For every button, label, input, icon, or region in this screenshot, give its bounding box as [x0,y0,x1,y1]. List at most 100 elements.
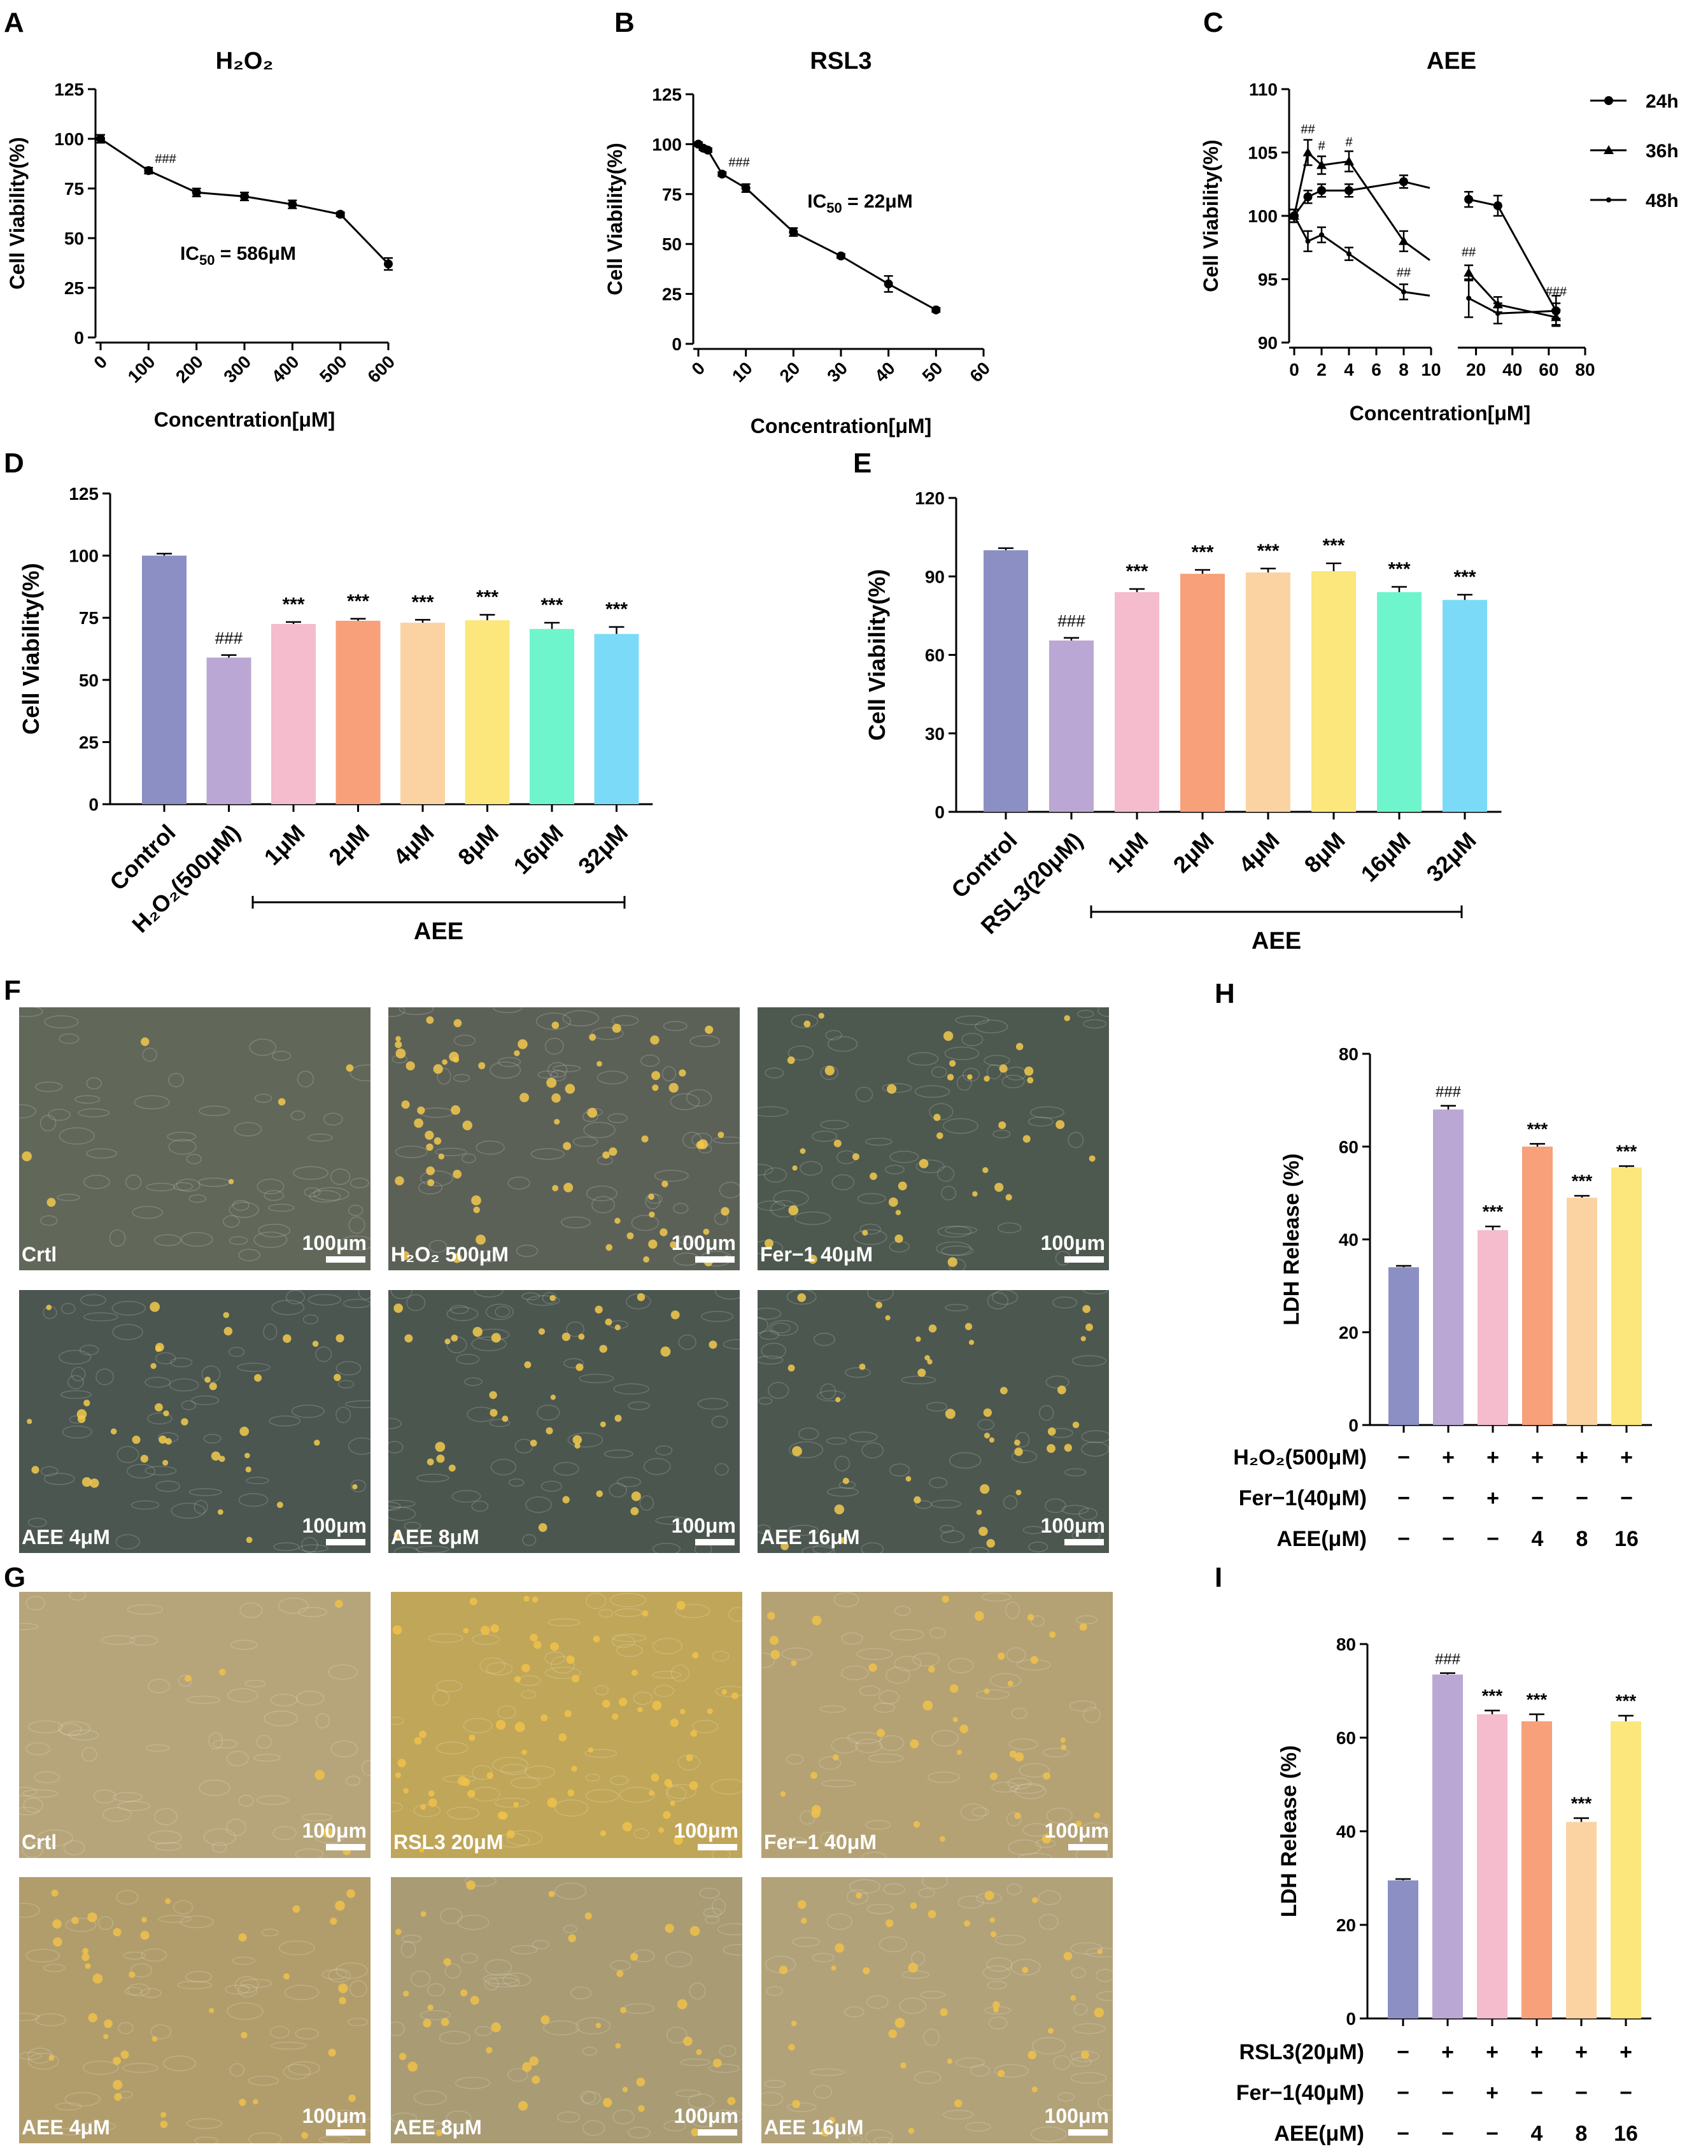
cell-texture [101,1635,136,1645]
cell-texture [50,1529,65,1540]
cell-texture [532,1940,549,1950]
cell-texture [759,1330,779,1340]
cell-texture [67,1375,84,1389]
cell-texture [463,1377,483,1386]
cell-texture [713,1136,745,1144]
cell-texture [673,1203,689,1214]
dead-cell-dot [631,1669,638,1676]
dead-cell-dot [689,1781,698,1791]
dead-cell-dot [652,1084,659,1091]
cell-texture [271,2041,307,2050]
cell-texture [401,1934,422,1943]
y-tick-label: 95 [1258,270,1278,290]
dead-cell-dot [676,1601,686,1610]
significance-label: *** [1616,1141,1637,1161]
dead-cell-dot [1094,1812,1100,1819]
cell-texture [153,1234,181,1247]
dead-cell-dot [348,2094,356,2103]
dead-cell-dot [120,2050,129,2059]
dead-cell-dot [52,1919,62,1929]
cell-texture [826,1487,859,1497]
dead-cell-dot [571,1675,580,1683]
dead-cell-dot [572,1435,582,1445]
cell-texture [474,2025,492,2036]
condition-cell: − [1397,1445,1410,1470]
micrograph-grid-g: Crtl 100μm RSL3 20μM 100μm Fer−1 40μM 100μm AE… [4,1589,1123,2146]
cell-texture [643,1457,671,1475]
dead-cell-dot [1031,2086,1038,2092]
cell-texture [1069,1700,1097,1712]
dead-cell-dot [1014,1447,1023,1456]
cell-texture [691,2113,716,2127]
dead-cell-dot [1047,1443,1055,1453]
dead-cell-dot [660,1346,671,1357]
dead-cell-dot [779,1965,788,1975]
y-axis-title: LDH Release (%) [1280,1153,1304,1325]
chart-i-ldh-rsl3: 0 20 40 60 80 LDH Release (%) ### *** *** *** *** R… [1236,1635,1651,2146]
cell-texture [86,1148,117,1159]
dead-cell-dot [407,2061,418,2072]
scale-bar-label: 100μm [674,1819,738,1842]
data-point [1317,186,1326,195]
dead-cell-dot [984,1890,994,1901]
cell-texture [171,1502,206,1519]
cell-texture [65,1917,97,1933]
dead-cell-dot [314,1769,325,1780]
cell-texture [612,1015,639,1026]
dead-cell-dot [209,1382,217,1391]
y-tick-label: 0 [1346,2009,1356,2029]
dead-cell-dot [88,2013,97,2023]
y-tick-label: 100 [1248,206,1278,226]
cell-texture [931,1500,961,1508]
cell-texture [801,1545,835,1557]
cell-texture [948,1258,966,1273]
panel-letter-c: C [1203,7,1224,38]
micrograph-grid-f: Crtl 100μm H₂O₂ 500μM 100μm Fer−1 40μM 100μm A… [6,1002,1119,1558]
significance-label: *** [347,591,369,612]
y-tick-label: 50 [662,234,682,254]
cell-texture [246,1477,269,1485]
dead-cell-dot [442,1059,448,1065]
dead-cell-dot [637,1706,643,1713]
significance-label: *** [1527,1689,1548,1709]
cell-texture [339,1235,374,1251]
dead-cell-dot [393,1303,404,1313]
cell-texture [290,1110,306,1121]
dead-cell-dot [788,2043,795,2051]
dead-cell-dot [833,1139,842,1147]
micrograph-image [19,1290,371,1553]
cell-texture [855,1738,883,1754]
bar [1566,1822,1597,2018]
dead-cell-dot [1005,1194,1012,1201]
cell-texture [116,1890,139,1905]
dead-cell-dot [523,1596,530,1602]
cell-texture [1018,1852,1052,1862]
scale-bar-label: 100μm [302,2104,367,2127]
cell-texture [415,1545,449,1554]
dead-cell-dot [683,2036,693,2046]
cell-texture [786,1754,804,1765]
dead-cell-dot [895,1210,901,1216]
dead-cell-dot [244,1452,250,1459]
cell-texture [208,1732,223,1750]
dead-cell-dot [956,1749,963,1755]
dead-cell-dot [992,2001,1000,2009]
cell-texture [945,1226,977,1235]
cell-texture [542,1292,557,1304]
cell-texture [923,2028,940,2046]
dead-cell-dot [888,2029,898,2038]
cell-texture [424,2122,449,2131]
cell-texture [229,1347,245,1357]
dead-cell-dot [466,1880,476,1890]
dead-cell-dot [821,2127,829,2137]
cell-texture [307,1294,342,1306]
data-point [96,134,105,143]
dead-cell-dot [141,1037,150,1046]
bar [1567,1197,1597,1425]
cell-texture [227,2002,264,2020]
significance-label: *** [540,595,563,616]
dead-cell-dot [1015,1042,1024,1051]
micrograph-image [758,1290,1109,1553]
chart-h-ldh-h2o2: 0 20 40 60 80 LDH Release (%) ### *** *** *** *** H… [1233,1044,1652,1551]
scale-bar [326,2129,365,2136]
